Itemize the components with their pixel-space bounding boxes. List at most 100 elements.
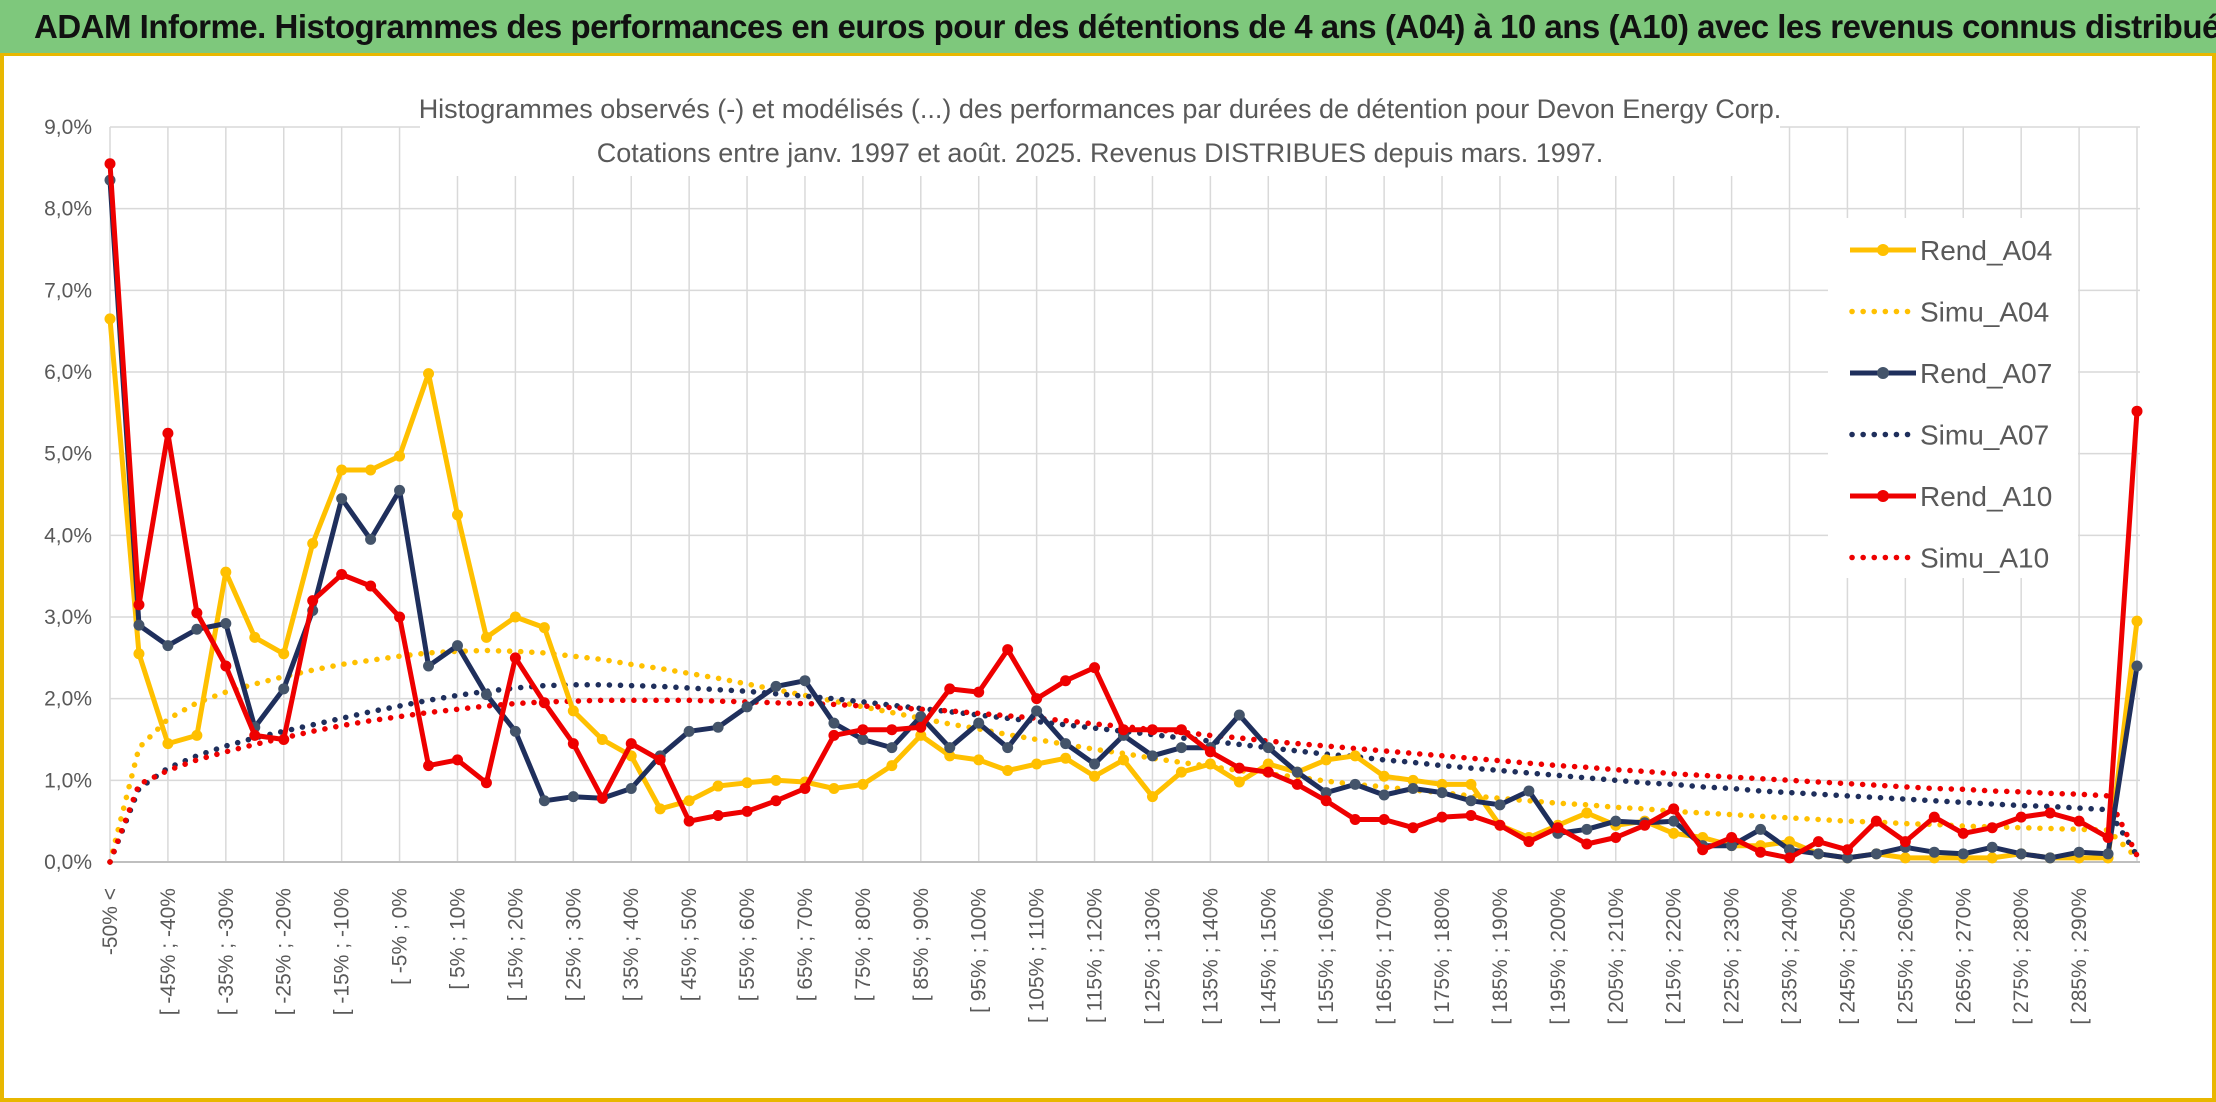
x-tick-label: [ 25% ; 30% (562, 888, 585, 1001)
data-point (915, 721, 927, 733)
x-tick-label: [ 175% ; 180% (1431, 888, 1454, 1025)
data-point (2073, 815, 2085, 827)
data-point (683, 815, 695, 827)
x-tick-label: [ -25% ; -20% (273, 888, 296, 1015)
x-axis: -50% < [ -45% ; -40% [ -35% ; -30% [ -25% ;… (99, 888, 2091, 1025)
series-line (107, 682, 2140, 865)
data-point (1986, 852, 1998, 864)
data-point (480, 631, 492, 643)
x-tick-label: [ -15% ; -10% (331, 888, 354, 1015)
data-point (1899, 836, 1911, 848)
data-point (1755, 823, 1767, 835)
data-point (1407, 822, 1419, 834)
x-tick-label: -50% < (99, 888, 122, 955)
x-tick-label: [ 55% ; 60% (736, 888, 759, 1001)
chart-title: Histogrammes observés (-) et modélisés (… (419, 94, 1782, 124)
data-point (1118, 724, 1129, 736)
data-point (1233, 776, 1245, 788)
data-point (104, 158, 116, 170)
x-tick-label: [ 255% ; 260% (1894, 888, 1917, 1025)
data-point (2015, 811, 2027, 823)
data-point (538, 795, 550, 807)
y-tick-label: 0,0% (44, 851, 92, 874)
x-tick-label: [ 125% ; 130% (1141, 888, 1164, 1025)
y-tick-label: 2,0% (44, 688, 92, 711)
y-tick-label: 9,0% (44, 116, 92, 139)
data-point (1233, 709, 1245, 721)
data-point (336, 493, 348, 505)
x-tick-label: [ 5% ; 10% (446, 888, 469, 990)
data-point (1870, 848, 1882, 860)
data-point (1465, 795, 1477, 807)
data-point (1928, 846, 1940, 858)
data-point (567, 791, 579, 803)
data-point (2102, 832, 2114, 843)
data-point (712, 809, 724, 821)
legend-marker (1877, 490, 1889, 502)
x-tick-label: [ 45% ; 50% (678, 888, 701, 1001)
data-point (394, 611, 406, 623)
data-point (278, 648, 290, 660)
data-point (2131, 615, 2143, 627)
data-point (1755, 846, 1767, 858)
data-point (509, 611, 521, 623)
data-point (1349, 750, 1361, 762)
data-point (741, 701, 753, 713)
data-point (1031, 693, 1043, 705)
data-point (1204, 746, 1216, 758)
data-point (1378, 770, 1390, 782)
data-point (973, 686, 985, 698)
data-point (1465, 778, 1477, 790)
legend-label: Simu_A04 (1920, 297, 2049, 328)
data-point (451, 754, 463, 766)
data-point (2131, 660, 2143, 672)
data-point (191, 623, 203, 635)
legend-label: Simu_A07 (1920, 420, 2049, 451)
y-tick-label: 4,0% (44, 524, 92, 547)
y-tick-label: 7,0% (44, 279, 92, 302)
data-point (828, 729, 840, 741)
x-tick-label: [ 85% ; 90% (910, 888, 933, 1001)
data-point (799, 675, 811, 687)
data-point (1349, 778, 1361, 790)
data-point (336, 569, 348, 581)
data-point (1320, 787, 1332, 799)
data-point (1031, 758, 1043, 770)
data-point (1089, 758, 1101, 770)
y-axis: 0,0% 1,0% 2,0% 3,0% 4,0% 5,0% 6,0% 7,0% 8,0% 9,0% (44, 116, 92, 874)
data-point (220, 566, 232, 578)
data-point (1031, 705, 1043, 717)
x-tick-label: [ 105% ; 110% (1026, 888, 1049, 1023)
data-point (394, 484, 406, 496)
data-point (741, 777, 753, 789)
data-point (1870, 815, 1882, 827)
data-point (1407, 783, 1419, 794)
legend-entry: Rend_A07 (1850, 358, 2052, 389)
data-point (886, 760, 898, 772)
y-tick-label: 1,0% (44, 769, 92, 792)
data-point (1291, 766, 1303, 778)
data-point (1233, 762, 1245, 774)
data-point (712, 780, 724, 792)
data-point (162, 738, 174, 750)
data-point (133, 648, 145, 660)
x-tick-label: [ 225% ; 230% (1721, 888, 1744, 1025)
data-point (191, 729, 203, 741)
data-point (857, 724, 869, 736)
x-tick-label: [ 235% ; 240% (1779, 888, 1802, 1025)
data-point (1726, 840, 1738, 852)
data-point (104, 313, 116, 325)
data-point (220, 618, 232, 630)
x-tick-label: [ 165% ; 170% (1373, 888, 1396, 1025)
data-point (1407, 774, 1419, 786)
data-point (2044, 852, 2056, 864)
legend-entry: Rend_A04 (1850, 235, 2052, 266)
legend-label: Rend_A10 (1920, 481, 2052, 512)
x-tick-label: [ 35% ; 40% (620, 888, 643, 1001)
data-point (828, 717, 840, 729)
legend-backdrop (1828, 218, 2078, 578)
data-point (1089, 662, 1101, 674)
data-point (1436, 787, 1448, 799)
legend-label: Rend_A07 (1920, 358, 2052, 389)
data-point (828, 783, 840, 794)
